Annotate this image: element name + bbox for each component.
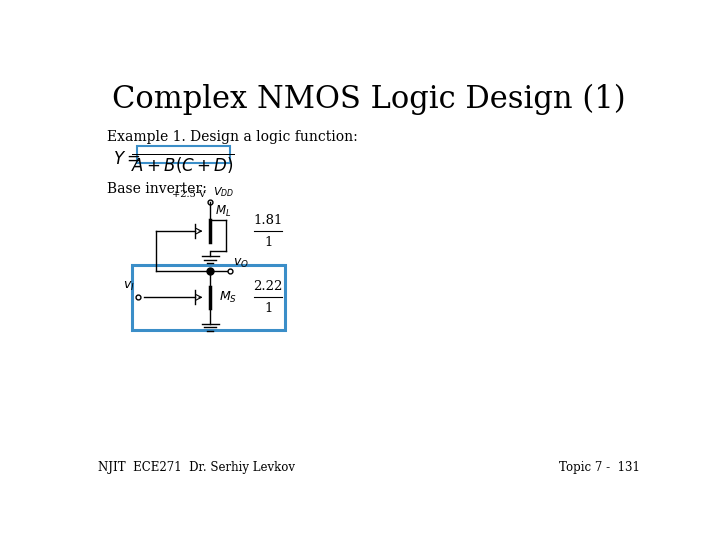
Text: $\overline{A + B(C + D)}$: $\overline{A + B(C + D)}$ xyxy=(131,151,235,175)
Text: $v_I$: $v_I$ xyxy=(123,280,135,293)
Text: Base inverter:: Base inverter: xyxy=(107,182,207,196)
Text: $V_{DD}$: $V_{DD}$ xyxy=(213,185,235,199)
Text: Complex NMOS Logic Design (1): Complex NMOS Logic Design (1) xyxy=(112,84,626,115)
Text: $M_L$: $M_L$ xyxy=(215,204,231,219)
Text: 2.22: 2.22 xyxy=(253,280,283,293)
Text: 1: 1 xyxy=(264,236,272,249)
Text: +2.5 V: +2.5 V xyxy=(171,190,205,199)
Text: Example 1. Design a logic function:: Example 1. Design a logic function: xyxy=(107,130,358,144)
Text: 1: 1 xyxy=(264,302,272,315)
Text: $Y = $: $Y = $ xyxy=(113,151,141,168)
Text: Topic 7 -  131: Topic 7 - 131 xyxy=(559,462,640,475)
Text: 1.81: 1.81 xyxy=(253,213,283,226)
Bar xyxy=(137,146,230,163)
Text: NJIT  ECE271  Dr. Serhiy Levkov: NJIT ECE271 Dr. Serhiy Levkov xyxy=(98,462,294,475)
Text: $M_S$: $M_S$ xyxy=(220,290,238,305)
Text: $v_O$: $v_O$ xyxy=(233,256,248,269)
Bar xyxy=(132,265,285,330)
